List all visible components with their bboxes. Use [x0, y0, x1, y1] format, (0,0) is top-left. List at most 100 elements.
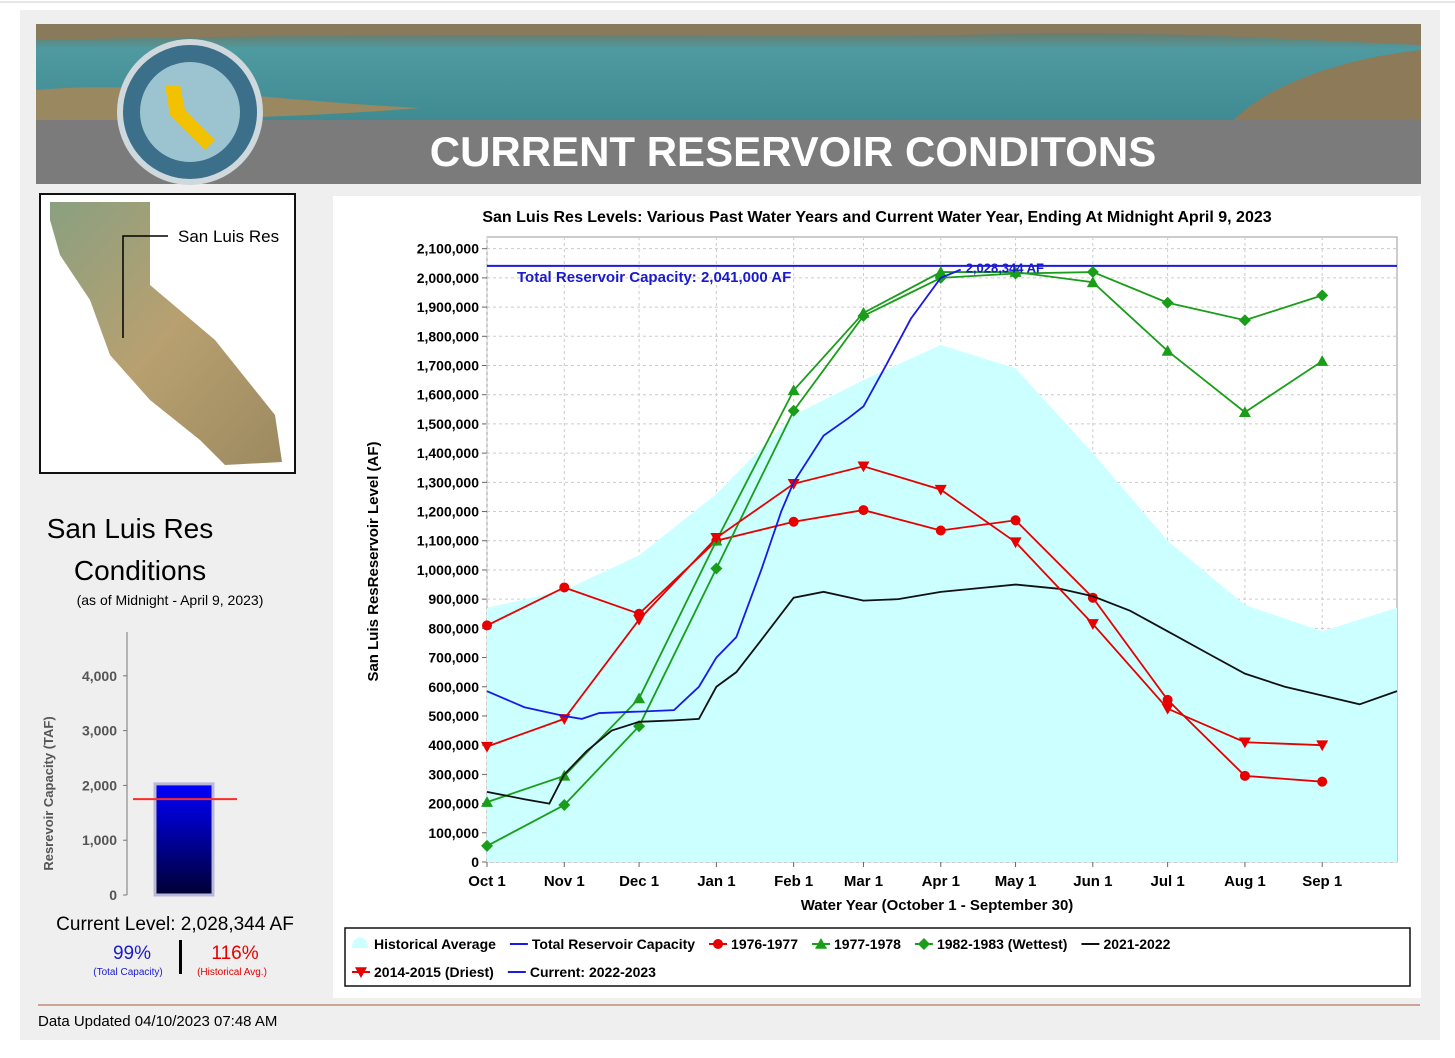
point — [787, 404, 800, 417]
banner: CURRENT RESERVOIR CONDITONS — [36, 24, 1421, 185]
legend-frame — [344, 927, 1411, 987]
y-axis-label: Resrevoir Capacity (TAF) — [41, 716, 56, 870]
x-tick-label: Dec 1 — [619, 873, 659, 890]
y-tick-label: 900,000 — [428, 591, 479, 607]
point — [710, 562, 723, 575]
legend-item: 2021-2022 — [1081, 936, 1171, 952]
legend-label: 2014-2015 (Driest) — [374, 964, 494, 980]
x-tick-label: Sep 1 — [1302, 873, 1342, 890]
legend-label: 1982-1983 (Wettest) — [937, 936, 1067, 952]
y-tick-label: 1,600,000 — [417, 387, 479, 403]
y-tick-label: 3,000 — [82, 723, 117, 739]
y-tick-label: 700,000 — [428, 650, 479, 666]
y-tick-label: 1,700,000 — [417, 358, 479, 374]
line — [486, 465, 1323, 748]
legend-label: 1976-1977 — [731, 936, 798, 952]
map: San Luis Res — [39, 193, 296, 474]
conditions-date: (as of Midnight - April 9, 2023) — [77, 592, 264, 608]
legend-label: Current: 2022-2023 — [530, 964, 656, 980]
map-california — [50, 202, 282, 465]
x-tick-label: Aug 1 — [1224, 873, 1266, 890]
point — [858, 505, 869, 516]
point — [1161, 344, 1174, 356]
chart: San Luis Res Levels: Various Past Water … — [344, 209, 1411, 987]
legend-marker — [713, 939, 724, 949]
pct-capacity: 99% — [113, 943, 151, 964]
y-tick-label: 100,000 — [428, 825, 479, 841]
y-tick-label: 500,000 — [428, 708, 479, 724]
divider — [179, 940, 182, 974]
footer-updated: Data Updated 04/10/2023 07:48 AM — [38, 1013, 277, 1030]
point — [633, 614, 646, 626]
chart-title: San Luis Res Levels: Various Past Water … — [482, 209, 1271, 226]
point — [481, 796, 493, 807]
legend-label: Total Reservoir Capacity — [532, 936, 695, 952]
legend-swatch — [352, 937, 368, 948]
annotation: Total Reservoir Capacity: 2,041,000 AF — [517, 269, 791, 286]
point — [1086, 619, 1099, 630]
x-tick-label: Oct 1 — [468, 873, 506, 890]
y-tick-label: 1,000,000 — [417, 562, 479, 578]
point — [1239, 770, 1250, 781]
point — [1086, 266, 1099, 279]
y-axis-label: San Luis ResReservoir Level (AF) — [365, 441, 382, 681]
map-pointer — [122, 235, 168, 338]
point — [934, 266, 947, 277]
pct-capacity-label: (Total Capacity) — [93, 967, 162, 978]
point — [481, 741, 493, 753]
point — [558, 799, 571, 812]
banner-band — [36, 120, 1421, 184]
point — [1161, 296, 1174, 309]
point — [787, 384, 800, 396]
x-axis-label: Water Year (October 1 - September 30) — [801, 897, 1074, 914]
pct-historical: 116% — [211, 943, 258, 964]
pct-historical-label: (Historical Avg.) — [197, 967, 267, 978]
point — [633, 692, 646, 704]
conditions-title: Conditions — [74, 555, 206, 586]
page-title: CURRENT RESERVOIR CONDITONS — [430, 128, 1157, 175]
legend-item: 2014-2015 (Driest) — [352, 964, 494, 980]
x-tick-label: Jan 1 — [697, 873, 735, 890]
point — [1316, 289, 1329, 302]
y-tick-label: 0 — [109, 887, 117, 903]
point — [482, 620, 492, 631]
x-tick-label: Feb 1 — [774, 873, 813, 890]
legend-item: 1982-1983 (Wettest) — [914, 936, 1067, 952]
x-tick-label: Apr 1 — [922, 873, 960, 890]
point — [1317, 776, 1328, 787]
point — [1316, 355, 1329, 366]
point — [788, 516, 799, 527]
legend-marker — [917, 938, 930, 950]
y-tick-label: 600,000 — [428, 679, 479, 695]
y-tick-label: 200,000 — [428, 796, 479, 812]
legend-item: 1977-1978 — [812, 936, 901, 952]
logo-inner — [140, 62, 240, 162]
point — [935, 525, 946, 536]
banner-shore — [1230, 50, 1421, 124]
y-tick-label: 4,000 — [82, 668, 117, 684]
y-tick-label: 1,400,000 — [417, 445, 479, 461]
x-tick-label: Jul 1 — [1151, 873, 1185, 890]
y-tick-label: 1,500,000 — [417, 416, 479, 432]
legend-item: Historical Average — [352, 936, 496, 952]
point — [1238, 314, 1251, 327]
y-tick-label: 1,200,000 — [417, 504, 479, 520]
x-tick-label: May 1 — [995, 873, 1037, 890]
legend-marker — [355, 967, 367, 978]
point — [559, 582, 570, 593]
annotation: 2,028,344 AF — [966, 261, 1044, 276]
point — [1086, 276, 1099, 288]
line — [486, 509, 1323, 783]
point — [857, 461, 870, 473]
legend-label: 1977-1978 — [834, 936, 901, 952]
point — [481, 839, 493, 852]
y-tick-label: 2,100,000 — [417, 241, 479, 257]
point — [710, 533, 723, 544]
line — [486, 268, 962, 720]
y-tick-label: 1,000 — [82, 832, 117, 848]
y-tick-label: 1,900,000 — [417, 299, 479, 315]
x-tick-label: Mar 1 — [844, 873, 883, 890]
y-tick-label: 1,100,000 — [417, 533, 479, 549]
current-level: Current Level: 2,028,344 AF — [56, 914, 294, 935]
